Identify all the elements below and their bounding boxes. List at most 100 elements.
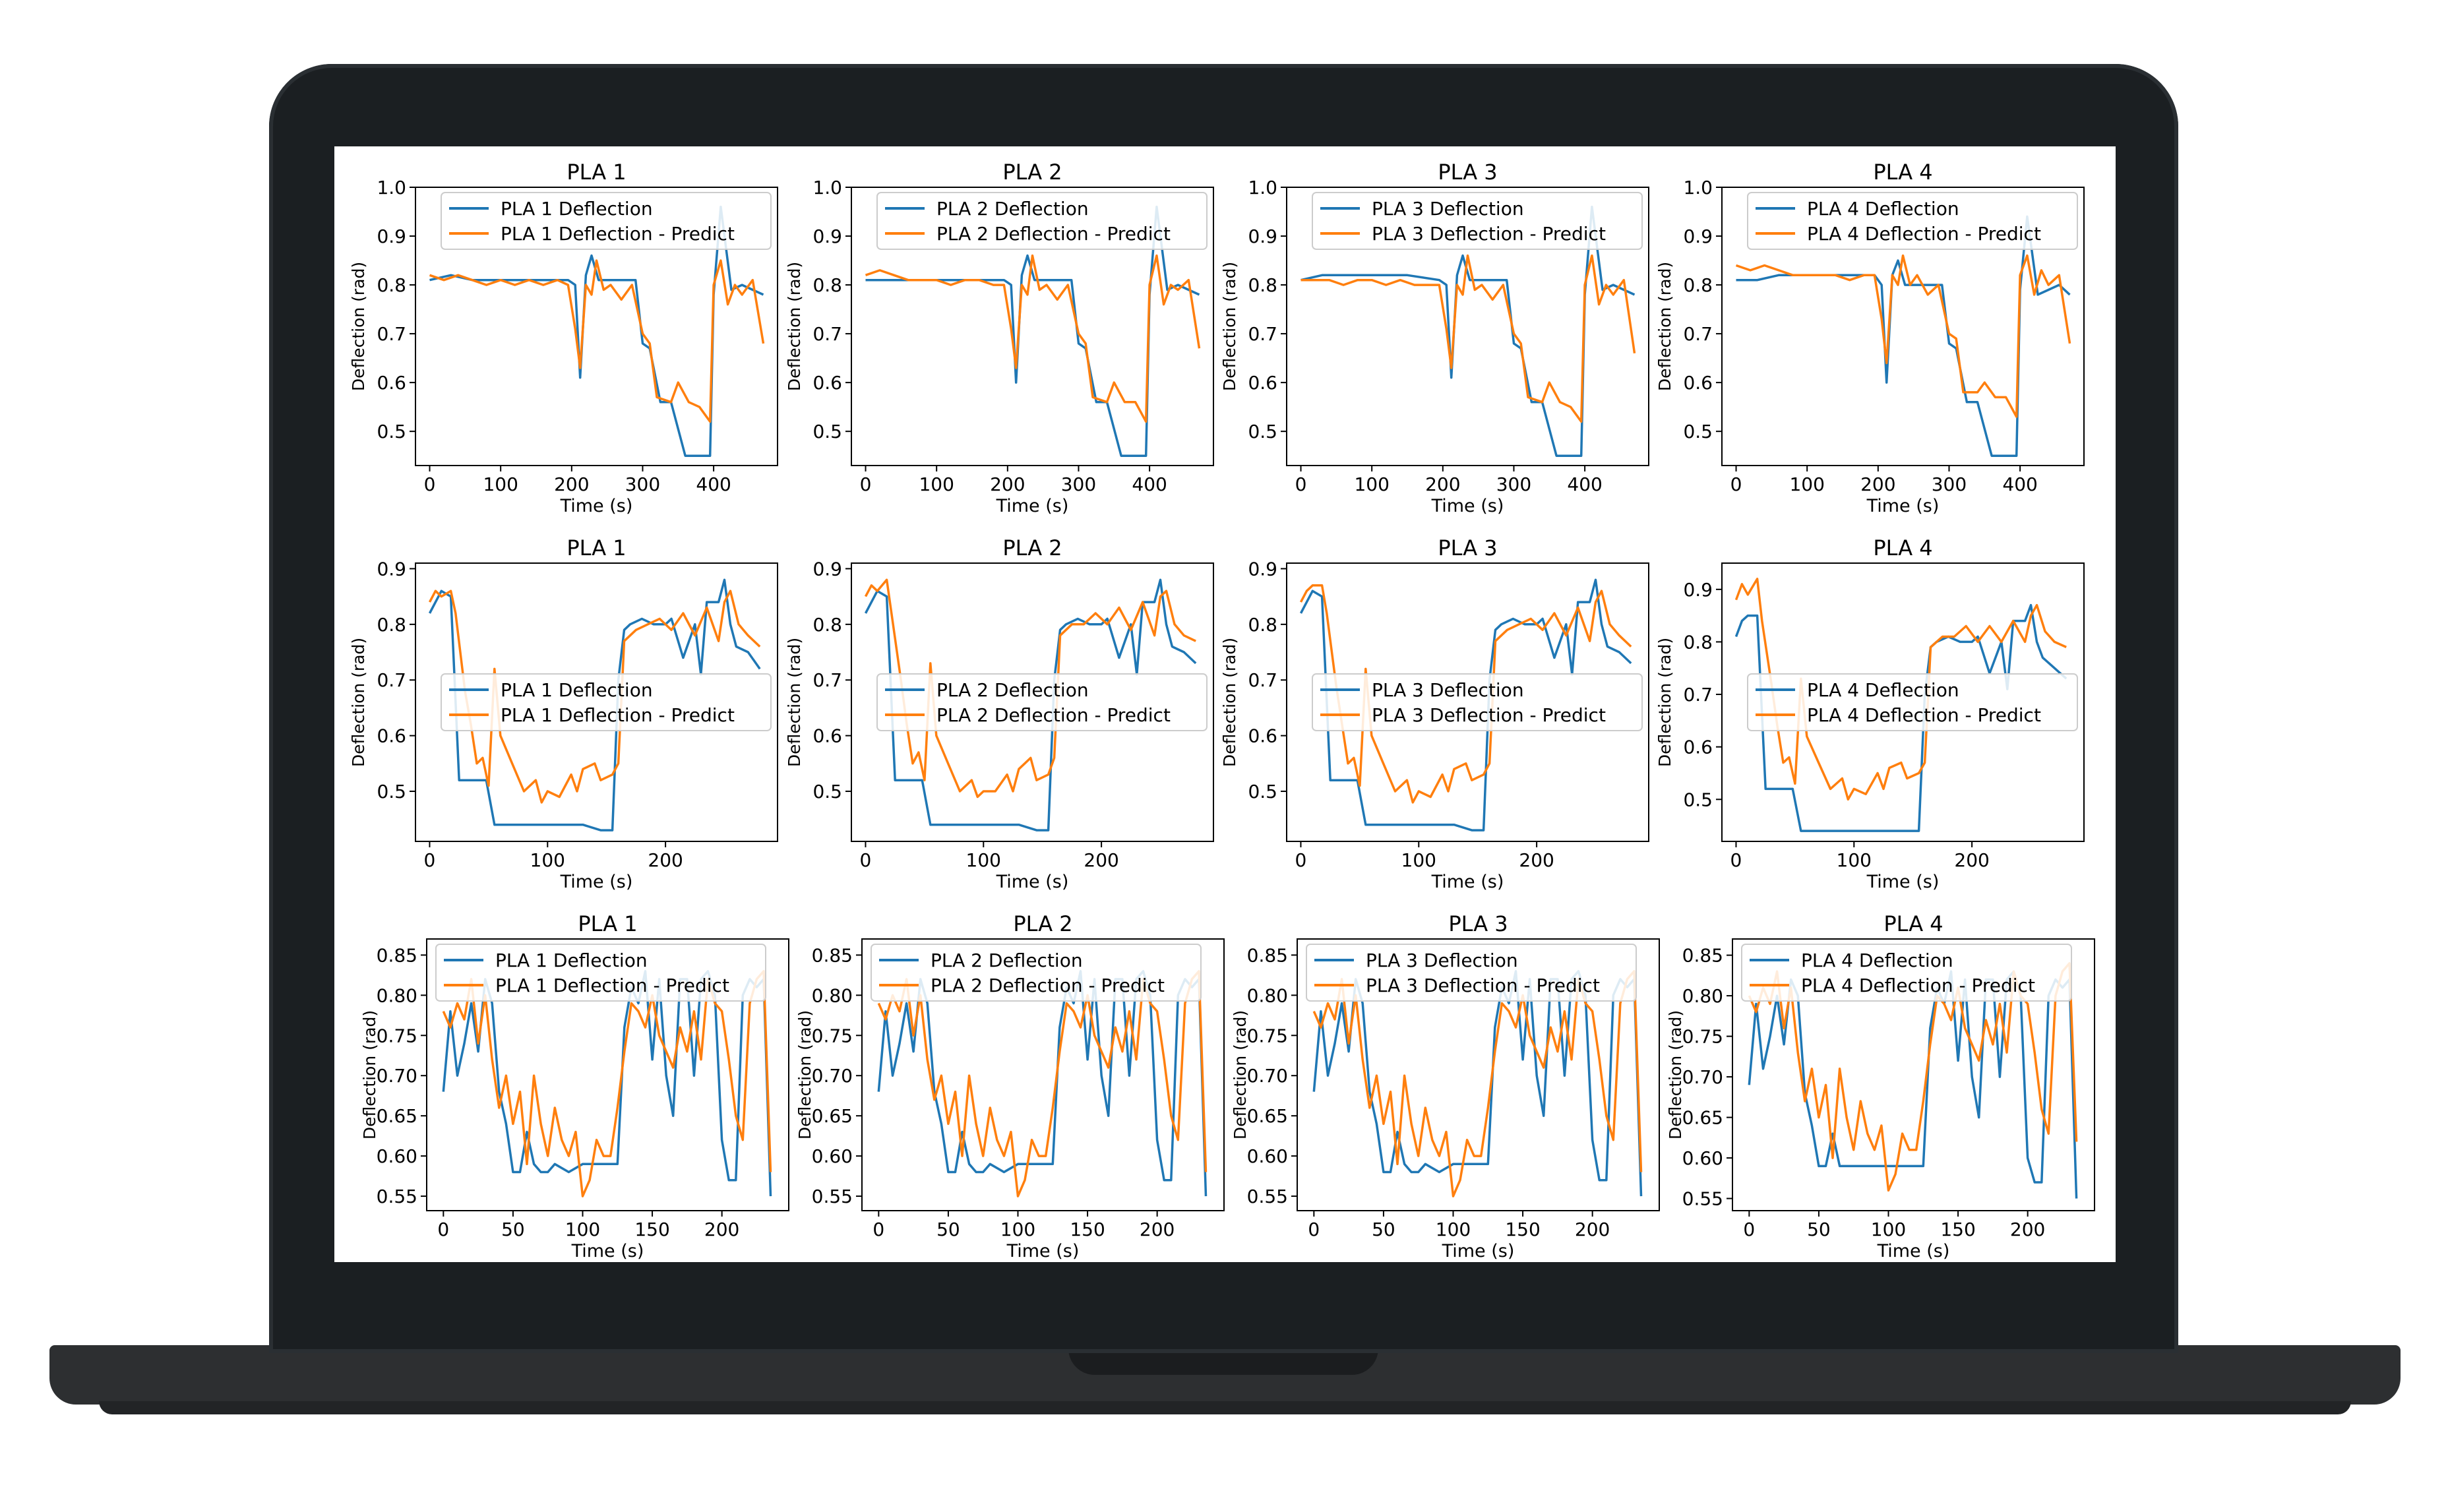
- y-axis-label: Deflection (rad): [349, 638, 368, 767]
- x-tick-label: 100: [966, 849, 1001, 871]
- legend: PLA 1 Deflection PLA 1 Deflection - Predi…: [441, 192, 772, 250]
- y-axis-label: Deflection (rad): [785, 638, 804, 767]
- chart-grid: PLA 1 0 100 200 300 400 0.5 0.6 0.7 0.8 0.9 1.0 Time…: [349, 160, 2095, 1261]
- chart-title: PLA 4: [1873, 535, 1932, 560]
- x-axis-label: Time (s): [1431, 496, 1504, 516]
- y-tick-label: 0.8: [812, 274, 842, 296]
- legend: PLA 1 Deflection PLA 1 Deflection - Predi…: [435, 944, 766, 1002]
- x-tick-label: 200: [1575, 1219, 1610, 1240]
- x-tick-label: 150: [1505, 1219, 1540, 1240]
- x-tick-label: 50: [936, 1219, 960, 1240]
- x-tick-label: 100: [919, 473, 954, 495]
- axes-frame: [851, 187, 1214, 466]
- series-line-predict: [1312, 970, 1643, 1197]
- chart-title: PLA 4: [1883, 911, 1943, 936]
- legend-label-predict: PLA 3 Deflection - Predict: [1372, 223, 1606, 245]
- y-tick-label: 1.0: [812, 177, 842, 198]
- series-line-predict: [1299, 584, 1632, 804]
- x-axis-label: Time (s): [1877, 1241, 1950, 1261]
- x-tick-label: 200: [1425, 473, 1460, 495]
- y-tick-label: 0.5: [812, 421, 842, 442]
- x-tick-label: 100: [1837, 849, 1872, 871]
- legend: PLA 2 Deflection PLA 2 Deflection - Predi…: [876, 673, 1208, 731]
- y-tick-label: 0.9: [377, 226, 406, 247]
- x-tick-label: 0: [424, 849, 436, 871]
- legend-box: [876, 673, 1208, 731]
- series-line-deflection: [428, 578, 761, 832]
- y-tick-label: 0.8: [1248, 274, 1277, 296]
- y-axis-label: Deflection (rad): [1655, 638, 1674, 767]
- legend-label-deflection: PLA 4 Deflection: [1801, 950, 1953, 971]
- x-tick-label: 300: [1496, 473, 1531, 495]
- y-tick-label: 0.85: [812, 944, 853, 966]
- y-tick-label: 0.55: [812, 1186, 853, 1207]
- x-tick-label: 200: [1954, 849, 1989, 871]
- y-tick-label: 0.60: [377, 1145, 417, 1167]
- x-axis-label: Time (s): [1006, 1241, 1080, 1261]
- chart-3: PLA 3 0 100 200 300 400 0.5 0.6 0.7 0.8 0.9 1.0 Time…: [1220, 160, 1649, 516]
- legend-label-predict: PLA 1 Deflection - Predict: [495, 975, 729, 996]
- chart-8: PLA 4 0 100 200 0.5 0.6 0.7 0.8 0.9 Time (s) Defle…: [1655, 535, 2085, 892]
- chart-4: PLA 4 0 100 200 300 400 0.5 0.6 0.7 0.8 0.9 1.0 Time…: [1655, 160, 2085, 516]
- series-line-predict: [1300, 254, 1636, 423]
- x-tick-label: 100: [1354, 473, 1389, 495]
- y-tick-label: 0.80: [812, 984, 853, 1006]
- y-tick-label: 0.7: [377, 669, 406, 691]
- legend: PLA 3 Deflection PLA 3 Deflection - Predi…: [1312, 192, 1643, 250]
- legend: PLA 3 Deflection PLA 3 Deflection - Predi…: [1312, 673, 1643, 731]
- y-tick-label: 0.6: [1683, 737, 1713, 758]
- x-tick-label: 100: [483, 473, 518, 495]
- axes-frame: [1297, 938, 1660, 1211]
- axes-frame: [415, 562, 778, 842]
- y-tick-label: 1.0: [1683, 177, 1713, 198]
- series-line-predict: [865, 254, 1201, 423]
- legend-label-deflection: PLA 1 Deflection: [501, 679, 653, 701]
- x-tick-label: 200: [1519, 849, 1554, 871]
- series-line-predict: [864, 578, 1196, 799]
- legend-label-deflection: PLA 4 Deflection: [1807, 679, 1959, 701]
- legend: PLA 2 Deflection PLA 2 Deflection - Predi…: [871, 944, 1202, 1002]
- chart-title: PLA 3: [1438, 535, 1497, 560]
- legend-box: [1747, 673, 2078, 731]
- y-tick-label: 0.60: [1682, 1147, 1723, 1169]
- y-tick-label: 0.65: [377, 1105, 417, 1127]
- y-tick-label: 0.6: [377, 372, 406, 394]
- y-tick-label: 0.7: [812, 669, 842, 691]
- y-axis-label: Deflection (rad): [1655, 262, 1674, 391]
- x-tick-label: 100: [1401, 849, 1436, 871]
- y-tick-label: 0.9: [1248, 558, 1277, 580]
- x-tick-label: 0: [860, 473, 872, 495]
- series-line-predict: [429, 259, 765, 423]
- y-tick-label: 0.6: [1248, 372, 1277, 394]
- legend-label-deflection: PLA 4 Deflection: [1807, 198, 1959, 220]
- series-line-deflection: [864, 578, 1197, 832]
- x-tick-label: 0: [1743, 1219, 1755, 1240]
- y-tick-label: 0.85: [1247, 944, 1288, 966]
- chart-title: PLA 1: [566, 535, 626, 560]
- series-line-predict: [1735, 254, 2071, 418]
- axes-frame: [415, 187, 778, 466]
- y-tick-label: 0.5: [377, 421, 406, 442]
- y-tick-label: 0.8: [1248, 614, 1277, 636]
- legend: PLA 4 Deflection PLA 4 Deflection - Predi…: [1747, 192, 2078, 250]
- laptop-screen: PLA 1 0 100 200 300 400 0.5 0.6 0.7 0.8 0.9 1.0 Time…: [334, 146, 2116, 1262]
- legend-label-deflection: PLA 1 Deflection: [495, 950, 648, 971]
- legend-box: [441, 192, 772, 250]
- x-tick-label: 0: [860, 849, 872, 871]
- x-tick-label: 200: [704, 1219, 739, 1240]
- chart-12: PLA 4 0 50 100 150 200 0.55 0.60 0.65 0.70 0.75 0.8…: [1666, 911, 2095, 1261]
- x-tick-label: 0: [1730, 849, 1742, 871]
- y-tick-label: 0.55: [1682, 1188, 1723, 1210]
- y-tick-label: 0.75: [812, 1025, 853, 1046]
- chart-5: PLA 1 0 100 200 0.5 0.6 0.7 0.8 0.9 Time (s) Defle…: [349, 535, 778, 892]
- y-tick-label: 0.7: [1248, 669, 1277, 691]
- x-tick-label: 0: [437, 1219, 449, 1240]
- y-axis-label: Deflection (rad): [795, 1010, 814, 1139]
- legend-box: [1312, 673, 1643, 731]
- legend-label-predict: PLA 3 Deflection - Predict: [1366, 975, 1600, 996]
- y-axis-label: Deflection (rad): [349, 262, 368, 391]
- y-tick-label: 0.9: [1683, 579, 1713, 601]
- y-tick-label: 1.0: [377, 177, 406, 198]
- y-tick-label: 0.55: [1247, 1186, 1288, 1207]
- axes-frame: [426, 938, 789, 1211]
